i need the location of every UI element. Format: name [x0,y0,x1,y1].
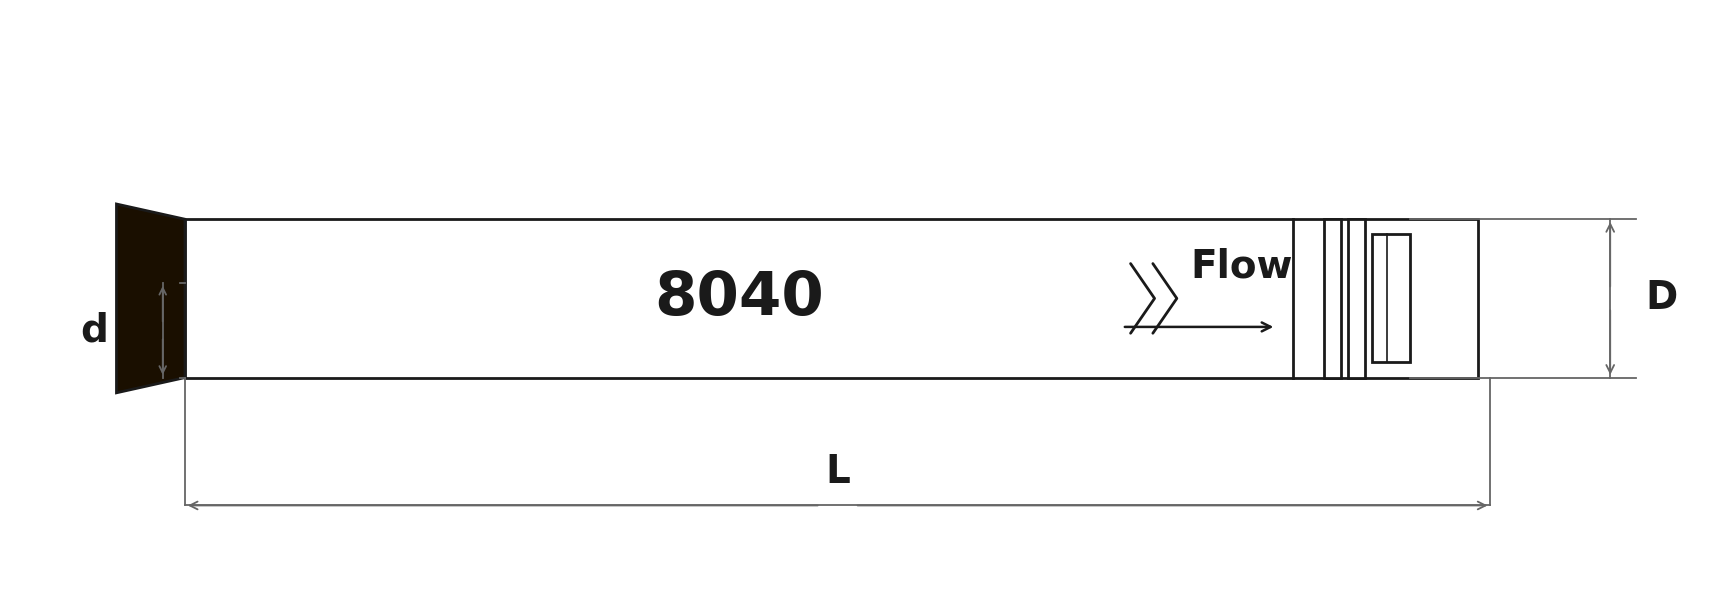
Text: 8040: 8040 [654,269,824,328]
Text: Flow: Flow [1191,248,1293,286]
Bar [1348,219,1365,378]
Text: D: D [1646,280,1677,317]
Bar [1372,234,1410,362]
Bar [1324,219,1341,378]
Text: L: L [826,453,850,491]
Polygon shape [116,204,185,393]
Bar [185,219,1478,378]
Text: d: d [81,311,108,350]
